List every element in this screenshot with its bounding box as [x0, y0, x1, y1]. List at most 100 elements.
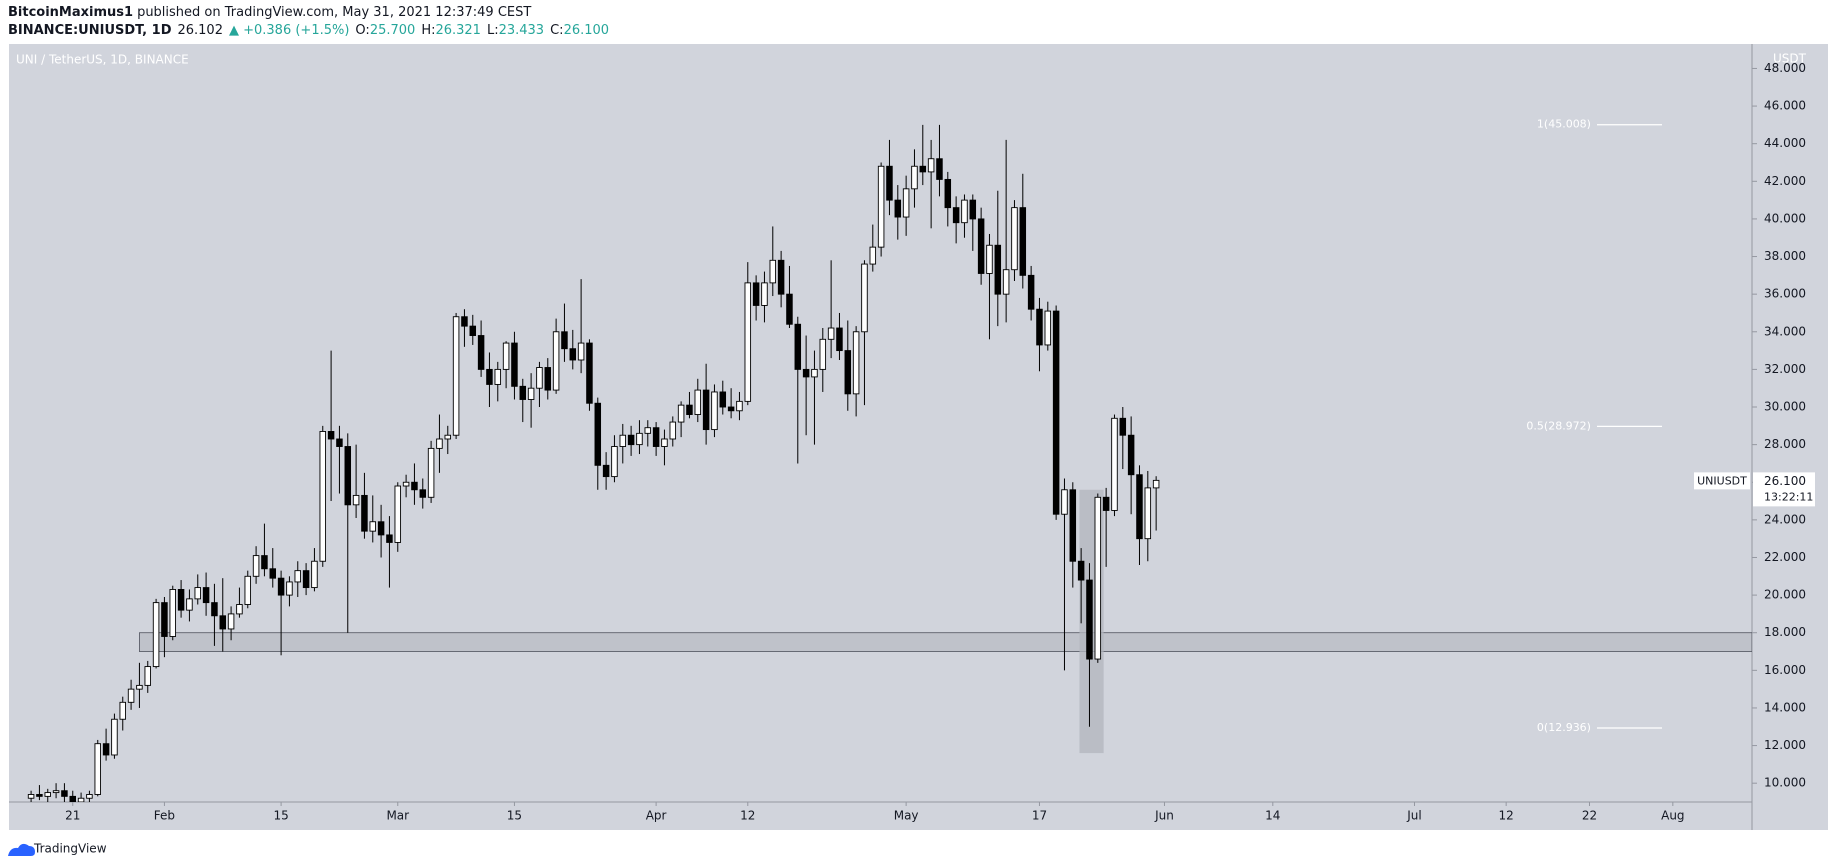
x-tick-label: 12: [740, 809, 755, 823]
candle-body: [1136, 474, 1143, 540]
candle-body: [469, 325, 477, 336]
candle-body: [552, 331, 560, 391]
candle-body: [661, 438, 668, 447]
y-tick-label: 34.000: [1764, 324, 1806, 338]
candle-body: [927, 158, 935, 173]
candle-body: [869, 246, 877, 265]
x-tick-label: 12: [1499, 809, 1514, 823]
footer-brand: TradingView: [33, 842, 107, 856]
candle-body: [386, 534, 393, 543]
ohlc-label: H:: [421, 23, 435, 38]
candle-body: [352, 494, 360, 506]
candle-body: [702, 389, 710, 431]
candle-body: [102, 743, 110, 756]
chart-title: UNI / TetherUS, 1D, BINANCE: [16, 53, 189, 67]
candle-body: [827, 327, 835, 340]
candle-body: [419, 489, 427, 498]
ohlc-value: 26.100: [564, 23, 610, 38]
candle-body: [69, 795, 77, 802]
candle-body: [127, 688, 135, 703]
candle-body: [336, 438, 343, 447]
candle-body: [1144, 487, 1152, 540]
x-tick-label: Mar: [386, 809, 409, 823]
candle-body: [344, 446, 352, 506]
candle-body: [486, 368, 493, 385]
candle-body: [44, 792, 52, 797]
x-tick-label: 17: [1032, 809, 1047, 823]
candle-body: [994, 244, 1002, 295]
candle-body: [1094, 496, 1102, 660]
candle-body: [786, 293, 793, 325]
candle-body: [427, 447, 435, 498]
candle-body: [136, 684, 143, 690]
x-tick-label: 21: [65, 809, 80, 823]
candle-body: [119, 701, 127, 720]
x-tick-label: May: [894, 809, 919, 823]
candle-body: [252, 555, 260, 577]
candle-body: [627, 434, 635, 446]
candle-body: [1061, 489, 1068, 515]
fib-label: 0(12.936): [1537, 721, 1591, 734]
candle-body: [27, 794, 35, 799]
x-tick-label: Jun: [1154, 809, 1174, 823]
x-tick-label: 15: [273, 809, 288, 823]
candle-body: [1027, 274, 1035, 310]
candle-body: [777, 259, 785, 295]
candle-body: [111, 718, 118, 756]
candle-body: [802, 368, 810, 378]
candle-body: [402, 481, 410, 487]
candle-body: [569, 348, 577, 361]
candle-body: [519, 385, 527, 400]
candle-body: [1077, 560, 1085, 581]
candle-body: [744, 282, 752, 402]
time-axis: [9, 802, 1752, 830]
candle-body: [94, 743, 102, 795]
symbol-box: [1694, 472, 1750, 490]
candle-body: [244, 575, 252, 605]
candle-body: [677, 404, 685, 423]
candle-body: [219, 615, 227, 630]
candle-body: [619, 434, 627, 447]
candle-body: [369, 521, 377, 532]
candle-body: [144, 666, 152, 686]
candle-body: [461, 316, 468, 327]
candle-body: [294, 570, 302, 583]
ohlc-label: O:: [355, 23, 369, 38]
y-tick-label: 46.000: [1764, 99, 1806, 113]
candle-body: [819, 338, 827, 370]
candle-body: [644, 427, 652, 434]
candle-body: [502, 342, 510, 370]
y-tick-label: 42.000: [1764, 174, 1806, 188]
candle-body: [1111, 417, 1118, 511]
candle-body: [711, 391, 718, 431]
candle-body: [602, 464, 610, 478]
candle-body: [836, 327, 843, 352]
candle-body: [986, 244, 993, 274]
candle-body: [936, 158, 943, 180]
candle-body: [1002, 269, 1010, 295]
candle-body: [852, 331, 860, 395]
candle-body: [669, 421, 677, 440]
price-box: [1753, 472, 1815, 507]
ohlc-label: C:: [550, 23, 563, 38]
header-line-2: BINANCE:UNIUSDT, 1D 26.102 ▲ +0.386 (+1.5%…: [8, 23, 609, 38]
candle-body: [686, 404, 693, 415]
candle-body: [377, 521, 385, 536]
candle-body: [202, 587, 210, 604]
candle-body: [194, 587, 202, 600]
candle-body: [911, 165, 918, 190]
candle-body: [1152, 479, 1160, 489]
y-axis-label: USDT: [1773, 52, 1807, 66]
ohlc-value: 23.433: [499, 23, 545, 38]
y-tick-label: 16.000: [1764, 663, 1806, 677]
y-tick-label: 44.000: [1764, 136, 1806, 150]
candle-body: [361, 494, 368, 532]
candle-body: [211, 602, 218, 617]
candle-body: [1036, 308, 1043, 346]
candle-body: [719, 391, 727, 408]
candle-body: [877, 165, 885, 248]
candle-body: [1019, 207, 1027, 276]
candle-body: [169, 589, 177, 637]
candle-body: [944, 178, 952, 209]
